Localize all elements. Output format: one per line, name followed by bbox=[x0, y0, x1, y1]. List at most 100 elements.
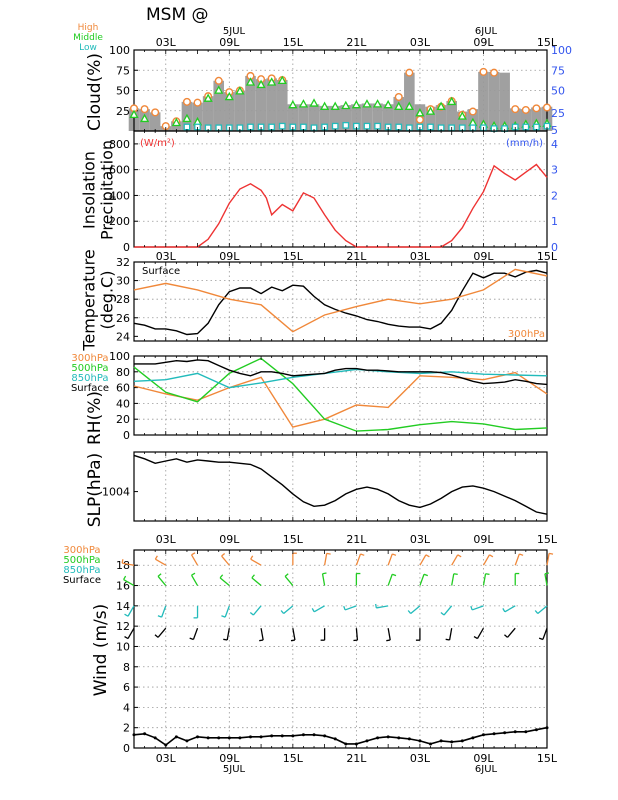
cloud-bar bbox=[319, 105, 330, 131]
wind-legend-300hpa: 300hPa bbox=[63, 545, 100, 556]
wind-barb-500hpa bbox=[157, 575, 167, 586]
cloud-low-point bbox=[395, 123, 403, 131]
cloud-bar bbox=[372, 103, 383, 131]
insolation-ylabel-line: Insolation bbox=[80, 151, 99, 229]
wind-barb-500hpa bbox=[419, 574, 425, 586]
wind-barb-flag bbox=[154, 634, 159, 638]
rh-ytick-label: 60 bbox=[116, 382, 130, 395]
rh-ylabel: RH(%) bbox=[85, 391, 105, 445]
bottom-hour-label: 09L bbox=[473, 752, 494, 765]
wind-speed-point bbox=[185, 739, 189, 743]
wind-barb-surface bbox=[292, 628, 296, 641]
wind-barb-surface bbox=[355, 628, 359, 641]
insolation-panel-frame bbox=[133, 130, 548, 248]
wind-speed-point bbox=[174, 735, 178, 739]
wind-barb-flag bbox=[440, 611, 445, 616]
slp-ylabel: SLP(hPa) bbox=[85, 453, 105, 527]
rh-ytick-label: 20 bbox=[116, 413, 130, 426]
wind-speed-point bbox=[238, 736, 242, 740]
cloud-middle-point bbox=[256, 79, 266, 89]
wind-barb-flag bbox=[375, 603, 377, 609]
wind-barb-surface bbox=[260, 628, 264, 641]
wind-barb-flag bbox=[191, 572, 196, 576]
wind-barb-flag bbox=[124, 613, 129, 617]
slp-hour-label: 09L bbox=[219, 533, 240, 546]
wind-barb-flag bbox=[392, 573, 397, 577]
top-hour-label: 09L bbox=[219, 36, 240, 49]
wind-barb-flag bbox=[250, 555, 254, 560]
wind-legend-850hpa: 850hPa bbox=[63, 565, 100, 576]
wind-ylabel: Wind (m/s) bbox=[91, 604, 111, 697]
cloud-bar bbox=[298, 104, 309, 131]
cloud-middle-point bbox=[139, 113, 150, 123]
wind-barb-flag bbox=[221, 615, 226, 618]
wind-barb-300hpa bbox=[122, 562, 135, 566]
insolation-ylabel-line: Precipitation bbox=[98, 140, 117, 240]
cloud-bar bbox=[393, 96, 405, 131]
cloud-bar bbox=[308, 104, 320, 131]
cloud-low-point bbox=[331, 122, 339, 130]
wind-barb-500hpa bbox=[251, 577, 262, 587]
wind-barb-surface bbox=[157, 627, 167, 638]
wind-barb-surface bbox=[387, 628, 391, 641]
wind-barb-surface bbox=[507, 627, 516, 638]
wind-barb-flag bbox=[425, 554, 430, 558]
wind-barb-flag bbox=[473, 636, 478, 640]
insol-ytick-label: 200 bbox=[109, 215, 130, 228]
cloud-middle-point bbox=[383, 99, 393, 109]
slp-line bbox=[133, 454, 548, 515]
bottom-date-label: 5JUL bbox=[223, 764, 246, 775]
top-hour-label: 09L bbox=[473, 36, 494, 49]
cloud-bar bbox=[509, 108, 521, 131]
wind-panel-frame bbox=[133, 549, 548, 749]
cloud-bar bbox=[488, 71, 500, 131]
cloud-bar bbox=[435, 105, 447, 131]
rh-legend-850hpa: 850hPa bbox=[71, 373, 108, 384]
cloud-bar bbox=[276, 79, 288, 131]
wind-barb-850hpa bbox=[313, 605, 325, 613]
cloud-high-point bbox=[140, 105, 149, 114]
wind-barb-850hpa bbox=[376, 605, 389, 609]
wind-speed-point bbox=[248, 735, 252, 739]
temp-series-label-300hpa: 300hPa bbox=[508, 329, 545, 340]
cloud-middle-point bbox=[320, 101, 330, 110]
wind-barb-300hpa bbox=[155, 558, 167, 566]
wind-barb-flag bbox=[326, 552, 331, 555]
temp-surface-line bbox=[133, 269, 548, 336]
temp-ytick-label: 32 bbox=[116, 256, 130, 269]
top-axis-labels: 03L 09L 15L 21L 03L 09L 15L 03L 09L 15L 21L 03L 09L 1… bbox=[156, 36, 558, 765]
wind-speed-point bbox=[460, 739, 464, 743]
wind-speed-point bbox=[280, 734, 284, 738]
wind-barb-flag bbox=[259, 639, 264, 642]
wind-speed-point bbox=[291, 734, 295, 738]
cloud-bar bbox=[425, 106, 436, 131]
cloud-middle-point bbox=[298, 99, 309, 108]
wind-speed-point bbox=[227, 736, 231, 740]
wind-barb-flag bbox=[386, 639, 391, 642]
wind-barb-flag bbox=[154, 555, 158, 560]
wind-speed-point bbox=[376, 736, 380, 740]
cloud-middle-point bbox=[288, 99, 298, 109]
rh-line-300hpa bbox=[133, 371, 548, 428]
cloud-low-point bbox=[427, 123, 434, 131]
cloud-ytick-right: 25 bbox=[551, 107, 565, 120]
wind-barb-500hpa bbox=[284, 575, 294, 586]
cloud-middle-point bbox=[203, 93, 213, 102]
wind-ytick-label: 2 bbox=[123, 722, 130, 735]
cloud-middle-point bbox=[224, 91, 234, 101]
cloud-middle-point bbox=[267, 77, 277, 86]
cloud-ytick-right: 50 bbox=[551, 85, 565, 98]
temp-ytick-label: 30 bbox=[116, 275, 130, 288]
wind-speed-point bbox=[429, 742, 433, 746]
wind-speed-point bbox=[386, 735, 390, 739]
wind-speed-point bbox=[365, 739, 369, 743]
wind-ytick-label: 16 bbox=[116, 580, 130, 593]
top-date-label: 5JUL bbox=[223, 26, 246, 37]
bottom-hour-label: 15L bbox=[283, 752, 304, 765]
slp-hour-label: 15L bbox=[283, 533, 304, 546]
wind-barb-flag bbox=[223, 638, 228, 641]
wind-ytick-label: 4 bbox=[123, 701, 130, 714]
wind-barb-flag bbox=[392, 553, 397, 556]
wind-speed-point bbox=[450, 740, 454, 744]
